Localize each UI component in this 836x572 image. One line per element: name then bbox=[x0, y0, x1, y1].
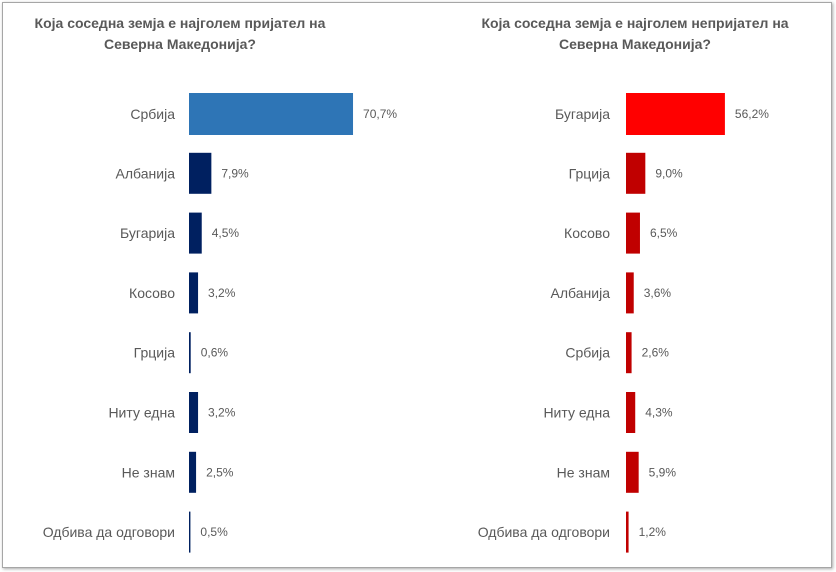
enemy-value-label-7: 5,9% bbox=[649, 465, 677, 479]
friend-bar-6 bbox=[189, 392, 199, 433]
enemy-bar-8 bbox=[626, 511, 629, 553]
friend-category-label-3: Бугарија bbox=[120, 225, 175, 241]
enemy-category-label-6: Ниту една bbox=[543, 405, 610, 421]
enemy-value-label-6: 4,3% bbox=[645, 406, 673, 420]
enemy-bar-2 bbox=[626, 152, 646, 194]
friend-category-label-2: Албанија bbox=[116, 165, 176, 181]
friend-value-label-8: 0,5% bbox=[200, 525, 228, 539]
friend-value-label-3: 4,5% bbox=[212, 226, 240, 240]
friend-category-label-7: Не знам bbox=[122, 464, 175, 480]
enemy-value-label-2: 9,0% bbox=[655, 166, 683, 180]
friend-bar-3 bbox=[189, 212, 202, 254]
enemy-category-label-7: Не знам bbox=[557, 464, 610, 480]
friend-chart-title: Која соседна земја е најголем пријател н… bbox=[34, 15, 326, 52]
enemy-category-label-4: Албанија bbox=[551, 285, 611, 301]
friend-category-label-5: Грција bbox=[134, 345, 176, 361]
enemy-bar-3 bbox=[626, 212, 640, 254]
friend-bar-4 bbox=[189, 272, 199, 314]
friend-bar-8 bbox=[189, 511, 191, 553]
enemy-category-label-3: Косово bbox=[564, 225, 610, 241]
enemy-chart-title: Која соседна земја е најголем непријател… bbox=[481, 15, 789, 52]
enemy-bar-7 bbox=[626, 451, 639, 493]
enemy-category-label-5: Србија bbox=[565, 345, 610, 361]
friend-value-label-6: 3,2% bbox=[208, 406, 236, 420]
enemy-bar-4 bbox=[626, 272, 634, 314]
friend-bar-5 bbox=[189, 332, 191, 374]
friend-value-label-2: 7,9% bbox=[221, 166, 249, 180]
friend-value-label-4: 3,2% bbox=[208, 286, 236, 300]
friend-category-label-8: Одбива да одговори bbox=[43, 524, 175, 540]
enemy-value-label-5: 2,6% bbox=[642, 346, 670, 360]
friend-category-label-4: Косово bbox=[129, 285, 175, 301]
friend-value-label-7: 2,5% bbox=[206, 465, 234, 479]
enemy-value-label-4: 3,6% bbox=[644, 286, 672, 300]
friend-value-label-1: 70,7% bbox=[363, 107, 397, 121]
friend-bar-7 bbox=[189, 451, 197, 493]
enemy-category-label-1: Бугарија bbox=[555, 106, 610, 122]
friend-value-label-5: 0,6% bbox=[201, 346, 229, 360]
friend-bar-1 bbox=[189, 93, 354, 135]
friend-category-label-6: Ниту една bbox=[108, 405, 175, 421]
enemy-value-label-8: 1,2% bbox=[639, 525, 667, 539]
friend-category-label-1: Србија bbox=[130, 106, 175, 122]
enemy-bar-6 bbox=[626, 392, 636, 433]
friend-bar-2 bbox=[189, 152, 212, 194]
enemy-bar-5 bbox=[626, 332, 632, 374]
enemy-category-label-2: Грција bbox=[569, 165, 611, 181]
enemy-category-label-8: Одбива да одговори bbox=[478, 524, 610, 540]
enemy-value-label-3: 6,5% bbox=[650, 226, 678, 240]
enemy-value-label-1: 56,2% bbox=[735, 107, 769, 121]
enemy-bar-1 bbox=[626, 93, 725, 135]
